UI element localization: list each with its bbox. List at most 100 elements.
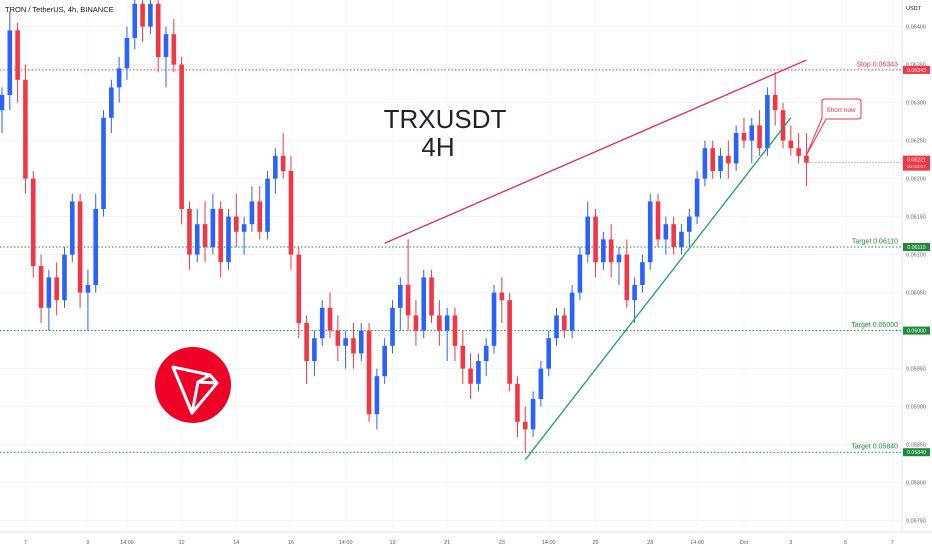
candle-body (288, 171, 294, 255)
candle-body (499, 292, 505, 301)
candle (296, 247, 302, 339)
candle (77, 193, 83, 308)
candle-body (772, 95, 778, 111)
candle (632, 277, 637, 323)
candle-body (398, 285, 403, 308)
candle-body (124, 38, 130, 69)
candle-body (733, 133, 739, 164)
tron-logo (155, 347, 231, 423)
candle-body (218, 209, 223, 263)
price-tick-label: 0.06250 (906, 139, 926, 145)
candle-body (554, 315, 559, 339)
price-tick-label: 0.06200 (906, 177, 926, 183)
price-tick-label: 0.05800 (906, 481, 926, 487)
stop-level-badge-text: 0.06343 (907, 68, 926, 74)
candle-body (351, 338, 356, 354)
candle (671, 216, 676, 255)
time-tick-label: 21 (444, 540, 450, 546)
candle-body (335, 330, 341, 346)
candle-body (54, 277, 59, 301)
candle-body (491, 292, 497, 346)
candle (234, 193, 239, 247)
candle (546, 330, 551, 377)
callout-text: Short now (826, 107, 856, 114)
candle-body (132, 3, 138, 39)
candle-body (413, 315, 419, 331)
candle (452, 307, 458, 361)
candle (38, 254, 44, 323)
candle (499, 277, 505, 323)
target-level-1-label: Target 0.06110 (852, 239, 898, 246)
candle-body (390, 307, 395, 346)
stop-level-badge (903, 65, 930, 74)
candle (601, 231, 606, 270)
callout-bubble (805, 98, 862, 157)
candle (109, 79, 114, 133)
price-tick-label: 0.06400 (906, 25, 926, 31)
candle-body (202, 224, 208, 247)
candle-body (163, 34, 169, 57)
time-tick-label: 23 (499, 540, 505, 546)
candle (288, 155, 294, 270)
candle (405, 239, 411, 331)
candle (23, 64, 28, 194)
candle (796, 133, 801, 164)
candle (647, 193, 653, 270)
candle-body (726, 155, 731, 164)
candle (804, 133, 809, 187)
candle-body (694, 178, 700, 217)
candle (608, 224, 614, 278)
candle (444, 307, 450, 361)
candle-body (710, 148, 716, 171)
candle (437, 300, 442, 346)
candle-body (788, 140, 794, 149)
candle (194, 209, 200, 263)
candle (171, 19, 177, 73)
candle-body (601, 239, 606, 263)
candle (413, 300, 419, 346)
candle (538, 361, 544, 407)
stop-level-label: Stop 0.06343 (856, 61, 898, 68)
candle-body (62, 254, 67, 301)
candle (15, 22, 20, 103)
current-price-badge (903, 155, 930, 171)
candle (46, 269, 52, 331)
target-level-1-badge (903, 243, 930, 251)
symbol-header[interactable]: TRON / TetherUS, 4h, BINANCE (5, 5, 114, 14)
candle (694, 171, 700, 225)
candle-body (632, 285, 637, 301)
candle (710, 140, 716, 179)
candle-body (319, 307, 325, 339)
candle-body (265, 178, 270, 232)
candle (93, 193, 99, 293)
target-level-2-label: Target 0.06000 (851, 322, 898, 329)
candle (421, 269, 427, 339)
candle (460, 330, 466, 384)
candle (351, 323, 356, 369)
candle (304, 315, 309, 384)
candle (382, 338, 387, 384)
candle (585, 201, 591, 263)
candle-body (437, 315, 442, 331)
candle (515, 376, 520, 437)
time-axis[interactable]: 7 9 14:00 12 14 16 14:00 19 21 23 14:00 26 28 14:00 Oc… (24, 540, 932, 546)
candle-body (85, 285, 91, 293)
candle (491, 285, 497, 354)
candle-body (608, 239, 614, 263)
candle-body (116, 68, 122, 88)
candle-body (187, 209, 192, 255)
candle-body (7, 30, 13, 95)
candle (343, 330, 348, 369)
candle-body (382, 345, 387, 377)
candle (335, 315, 341, 361)
candle-body (655, 201, 661, 240)
target-level-2-badge (903, 326, 930, 335)
target-level-3-label: Target 0.05840 (851, 444, 898, 451)
candle (757, 110, 762, 156)
candle (327, 292, 333, 339)
candle-body (374, 376, 380, 415)
short-now-callout[interactable]: Short now (805, 98, 862, 157)
candle (772, 72, 778, 126)
candle-body (507, 300, 512, 384)
price-axis[interactable]: USDT 0.06400 0.06350 0.06300 0.06250 0.06200… (906, 6, 926, 525)
